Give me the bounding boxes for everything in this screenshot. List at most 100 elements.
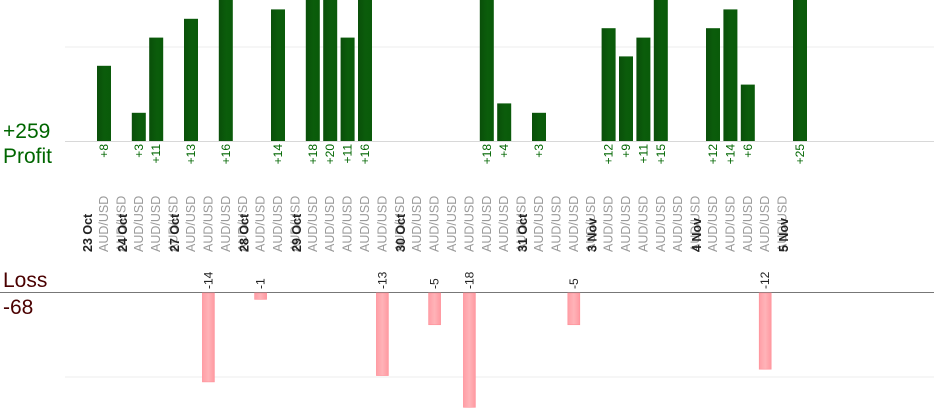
symbol-label: AUD/USD: [375, 196, 389, 252]
profit-bar: [340, 37, 355, 141]
profit-value-label: +9: [619, 144, 633, 158]
loss-bar: [202, 292, 215, 383]
profit-bar: [653, 0, 668, 141]
profit-bar: [218, 0, 233, 141]
symbol-label: AUD/USD: [341, 196, 355, 252]
loss-bar: [567, 292, 581, 326]
profit-value-label: +8: [97, 144, 111, 158]
symbol-label: AUD/USD: [758, 196, 772, 252]
symbol-label: AUD/USD: [410, 196, 424, 252]
profit-value-label: +6: [741, 144, 755, 158]
loss-bar: [428, 292, 441, 326]
profit-value-label: +12: [602, 144, 616, 165]
symbol-label: AUD/USD: [636, 196, 650, 252]
profit-bar: [619, 56, 633, 141]
symbol-label: AUD/USD: [184, 196, 198, 252]
symbol-label: AUD/USD: [358, 196, 372, 252]
date-label: 31 Oct: [516, 213, 530, 252]
profit-value-label: +18: [480, 144, 494, 165]
symbol-label: AUD/USD: [671, 196, 685, 252]
date-label: 23 Oct: [81, 213, 95, 252]
total-profit-value: +259: [3, 120, 51, 143]
symbol-label: AUD/USD: [776, 196, 790, 252]
symbol-label: AUD/USD: [602, 196, 616, 252]
profit-bar: [479, 0, 494, 141]
loss-bar: [463, 292, 476, 408]
profit-bar: [358, 0, 372, 141]
symbol-label: AUD/USD: [741, 196, 755, 252]
profit-bar: [149, 37, 164, 141]
profit-bar: [601, 28, 616, 142]
profit-value-label: +13: [184, 144, 198, 165]
symbol-label: AUD/USD: [132, 196, 146, 252]
symbol-label: AUD/USD: [515, 196, 529, 252]
symbol-label: AUD/USD: [201, 196, 215, 252]
loss-value-label: -5: [567, 278, 581, 289]
loss-value-label: -5: [428, 278, 442, 289]
symbol-label: AUD/USD: [236, 196, 250, 252]
symbol-label: AUD/USD: [219, 196, 233, 252]
symbol-label: AUD/USD: [532, 196, 546, 252]
value-labels: +8 +3 +11 +13-14+16-1+14 +18 +20 +11 +16-13 -5 -1…: [97, 144, 807, 289]
date-label: 28 Oct: [238, 213, 252, 252]
symbol-label: AUD/USD: [654, 196, 668, 252]
symbol-label: AUD/USD: [445, 196, 459, 252]
profit-bar: [636, 37, 651, 141]
date-label: 27 Oct: [168, 213, 182, 252]
profit-value-label: +15: [654, 144, 668, 165]
profit-value-label: +25: [793, 144, 807, 165]
symbol-label: AUD/USD: [323, 196, 337, 252]
profit-bar: [532, 112, 546, 141]
profit-value-label: +20: [323, 144, 337, 165]
profit-bar: [97, 65, 111, 141]
date-labels: 23 Oct 24 Oct 27 Oct 28 Oct 29 Oct 30 Oct 31 O…: [81, 213, 791, 252]
profit-value-label: +3: [532, 144, 546, 158]
profit-bar: [271, 9, 285, 142]
profit-value-label: +12: [706, 144, 720, 165]
loss-label: Loss: [3, 269, 48, 292]
profit-bar: [497, 103, 512, 141]
profit-value-label: +18: [306, 144, 320, 165]
symbol-label: AUD/USD: [619, 196, 633, 252]
date-label: 5 Nov: [777, 218, 791, 252]
symbol-label: AUD/USD: [271, 196, 285, 252]
symbol-label: AUD/USD: [306, 196, 320, 252]
symbol-label: AUD/USD: [149, 196, 163, 252]
date-label: 30 Oct: [394, 213, 408, 252]
bars: [97, 0, 807, 408]
symbol-label: AUD/USD: [97, 196, 111, 252]
profit-bar: [723, 9, 738, 142]
symbol-label: AUD/USD: [584, 196, 598, 252]
symbol-label: AUD/USD: [428, 196, 442, 252]
profit-value-label: +11: [341, 144, 355, 164]
symbol-label: AUD/USD: [723, 196, 737, 252]
symbol-label: AUD/USD: [462, 196, 476, 252]
symbol-label: AUD/USD: [288, 196, 302, 252]
loss-bar: [254, 292, 267, 300]
profit-label: Profit: [3, 145, 53, 168]
symbol-label: AUD/USD: [497, 196, 511, 252]
total-loss-value: -68: [3, 296, 34, 319]
symbol-label: AUD/USD: [167, 196, 181, 252]
symbol-label: AUD/USD: [114, 196, 128, 252]
date-label: 24 Oct: [116, 213, 130, 252]
symbol-label: AUD/USD: [254, 196, 268, 252]
loss-bar: [376, 292, 389, 376]
profit-bar: [131, 112, 146, 141]
profit-bar: [184, 18, 198, 141]
loss-value-label: -1: [254, 278, 268, 289]
loss-value-label: -14: [201, 271, 215, 289]
symbol-label: AUD/USD: [393, 196, 407, 252]
profit-bar: [323, 0, 338, 141]
symbol-labels: AUD/USD AUD/USD AUD/USD AUD/USD AUD/USD AUD/U…: [97, 196, 790, 252]
loss-value-label: -12: [758, 271, 772, 289]
profit-bar: [793, 0, 807, 141]
loss-value-label: -18: [462, 271, 476, 289]
profit-value-label: +11: [149, 144, 163, 164]
loss-bar: [758, 292, 772, 370]
symbol-label: AUD/USD: [689, 196, 703, 252]
date-label: 3 Nov: [586, 218, 600, 252]
profit-bar: [740, 84, 755, 141]
profit-value-label: +11: [636, 144, 650, 164]
